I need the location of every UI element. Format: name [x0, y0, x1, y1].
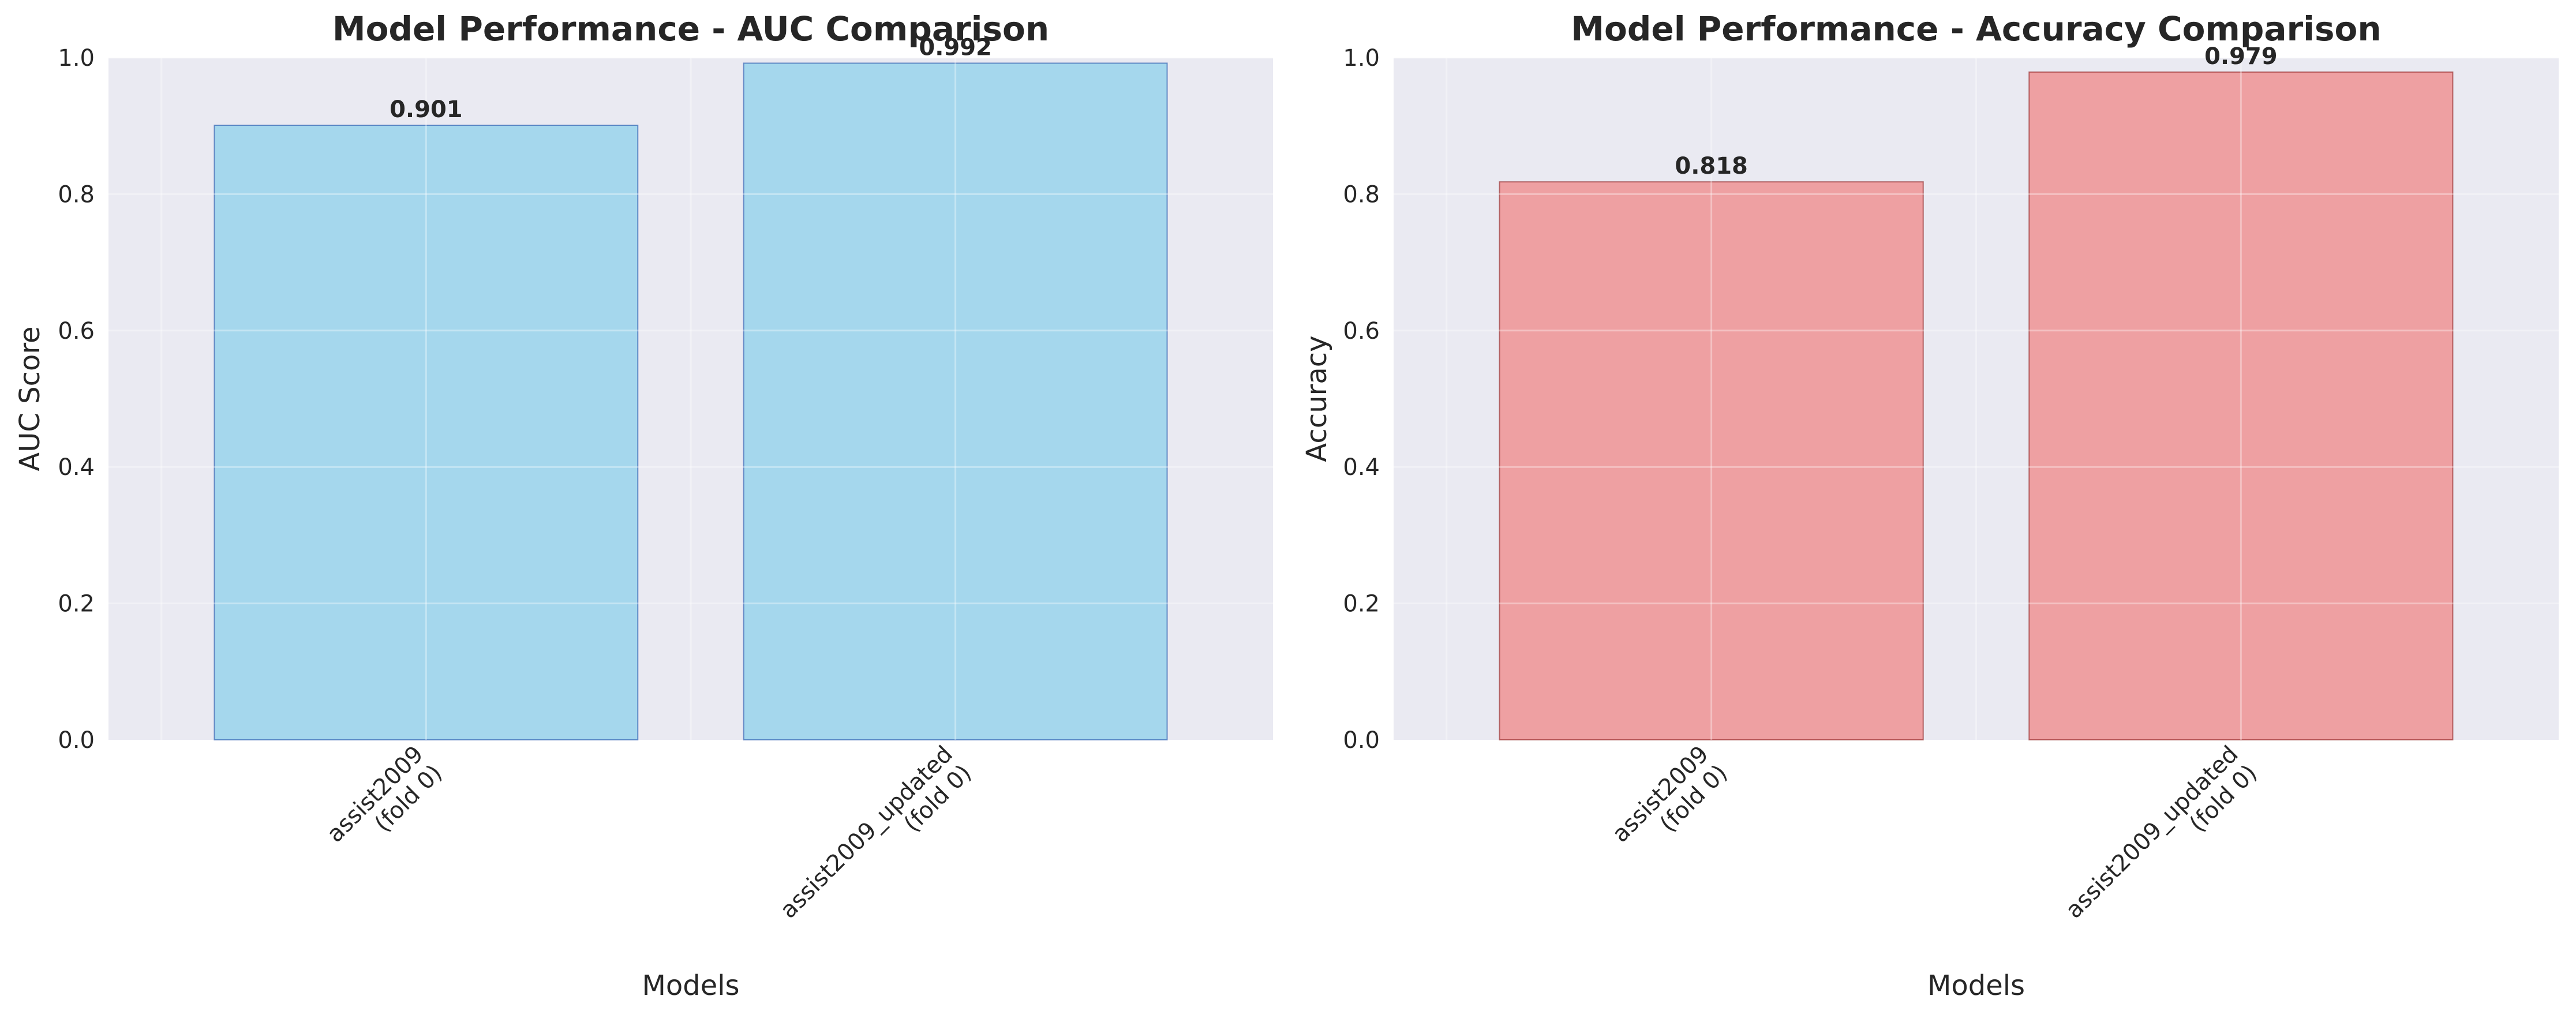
bar-value-label: 0.818: [1675, 153, 1748, 179]
y-axis-label: Accuracy: [1301, 335, 1333, 462]
x-tick-label: assist2009(fold 0): [322, 741, 448, 848]
bar-value-label: 0.901: [390, 96, 463, 123]
y-tick-label: 1.0: [58, 45, 95, 72]
y-tick-label: 0.2: [58, 591, 95, 617]
x-tick-label-line: assist2009_updated: [775, 741, 958, 924]
y-tick-label: 1.0: [1343, 45, 1380, 72]
y-axis-label: AUC Score: [14, 326, 46, 471]
x-tick-label: assist2009_updated(fold 0): [2061, 741, 2262, 924]
bar: [1499, 181, 1924, 740]
bar: [214, 125, 639, 741]
y-tick-label: 0.0: [1343, 727, 1380, 754]
y-tick-label: 0.8: [58, 181, 95, 208]
y-tick-label: 0.4: [1343, 454, 1380, 481]
auc-chart: 0.901 0.992 0.0 0.2 0.4 0.6 0.8 1.0 assist2009(f…: [14, 9, 1273, 1002]
y-tick-label: 0.2: [1343, 591, 1380, 617]
y-tick-label: 0.6: [1343, 318, 1380, 345]
x-axis-label: Models: [642, 970, 739, 1002]
bar-value-label: 0.979: [2204, 43, 2278, 70]
y-tick-label: 0.4: [58, 454, 95, 481]
accuracy-chart: 0.818 0.979 0.0 0.2 0.4 0.6 0.8 1.0 assist2009(f…: [1301, 9, 2559, 1002]
y-tick-label: 0.6: [58, 318, 95, 345]
y-tick-label: 0.8: [1343, 181, 1380, 208]
bar: [743, 62, 1168, 740]
y-tick-label: 0.0: [58, 727, 95, 754]
x-tick-label: assist2009(fold 0): [1607, 741, 1733, 848]
x-tick-label-line: assist2009_updated: [2061, 741, 2244, 924]
chart-title: Model Performance - AUC Comparison: [332, 9, 1049, 48]
x-tick-label: assist2009_updated(fold 0): [775, 741, 976, 924]
bar-value-label: 0.992: [919, 34, 992, 61]
bar: [2028, 71, 2454, 740]
chart-title: Model Performance - Accuracy Comparison: [1571, 9, 2381, 48]
x-axis-label: Models: [1927, 970, 2025, 1002]
